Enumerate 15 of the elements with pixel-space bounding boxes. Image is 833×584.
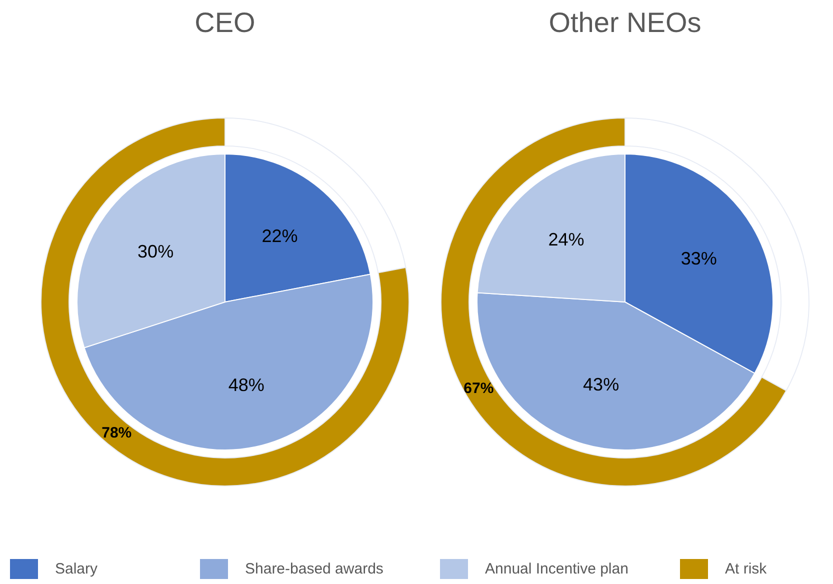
data-label: 33% (680, 248, 717, 268)
data-label: 43% (583, 374, 620, 394)
data-label: 22% (262, 226, 298, 246)
legend-label: Annual Incentive plan (485, 560, 628, 578)
donut-slice (40, 118, 410, 486)
legend-label: Salary (55, 560, 98, 578)
chart-title: Other NEOs (548, 7, 702, 38)
data-label: 78% (102, 424, 132, 442)
data-label: 24% (548, 229, 584, 250)
legend-label: Share-based awards (245, 560, 384, 578)
data-label: 48% (228, 375, 264, 396)
chart-title: CEO (194, 7, 256, 38)
data-label: 30% (138, 242, 174, 262)
data-label: 67% (464, 380, 494, 398)
legend-label: At risk (725, 560, 768, 578)
